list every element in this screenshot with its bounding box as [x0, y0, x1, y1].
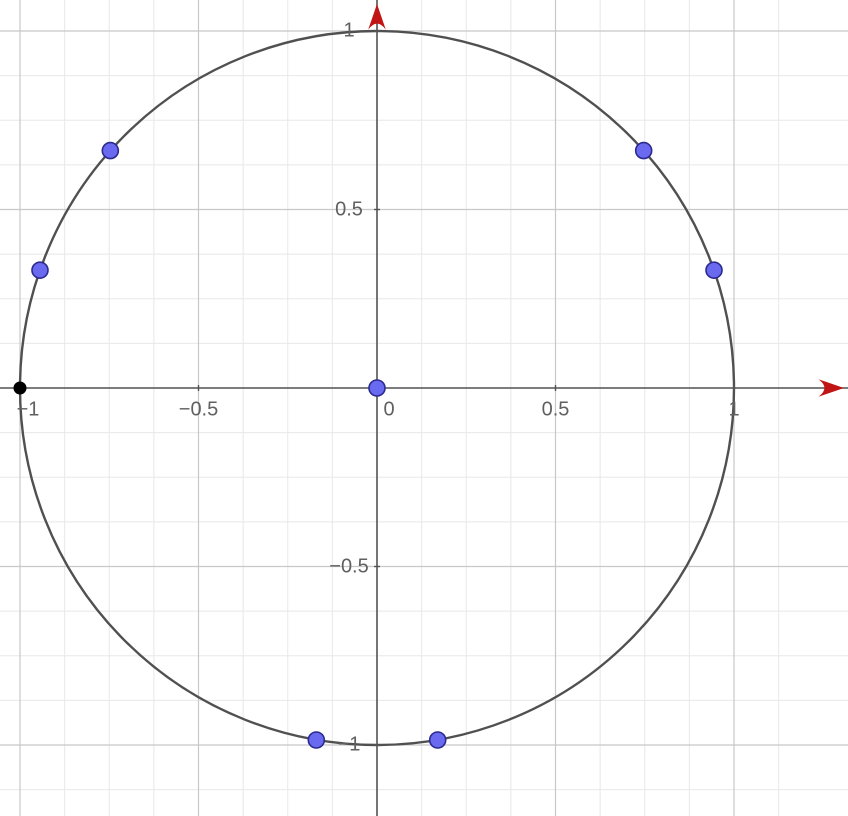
chart-svg	[0, 0, 848, 816]
data-point	[430, 732, 446, 748]
x-tick-label: 0.5	[542, 399, 570, 422]
data-point	[102, 143, 118, 159]
data-point	[308, 732, 324, 748]
data-point	[636, 143, 652, 159]
x-tick-label: 1	[728, 399, 739, 422]
y-tick-label: −0.5	[329, 555, 368, 578]
y-tick-label: 0.5	[335, 198, 363, 221]
data-point	[706, 262, 722, 278]
y-tick-label: −1	[338, 734, 361, 757]
unit-circle-chart: −1 −0.5 0 0.5 1 1 0.5 −0.5 −1	[0, 0, 848, 816]
data-point	[32, 262, 48, 278]
x-tick-label: −1	[17, 399, 40, 422]
boundary-point	[14, 382, 26, 394]
x-tick-label: −0.5	[179, 399, 218, 422]
x-tick-label: 0	[383, 399, 394, 422]
data-point	[369, 380, 385, 396]
y-tick-label: 1	[343, 20, 354, 43]
